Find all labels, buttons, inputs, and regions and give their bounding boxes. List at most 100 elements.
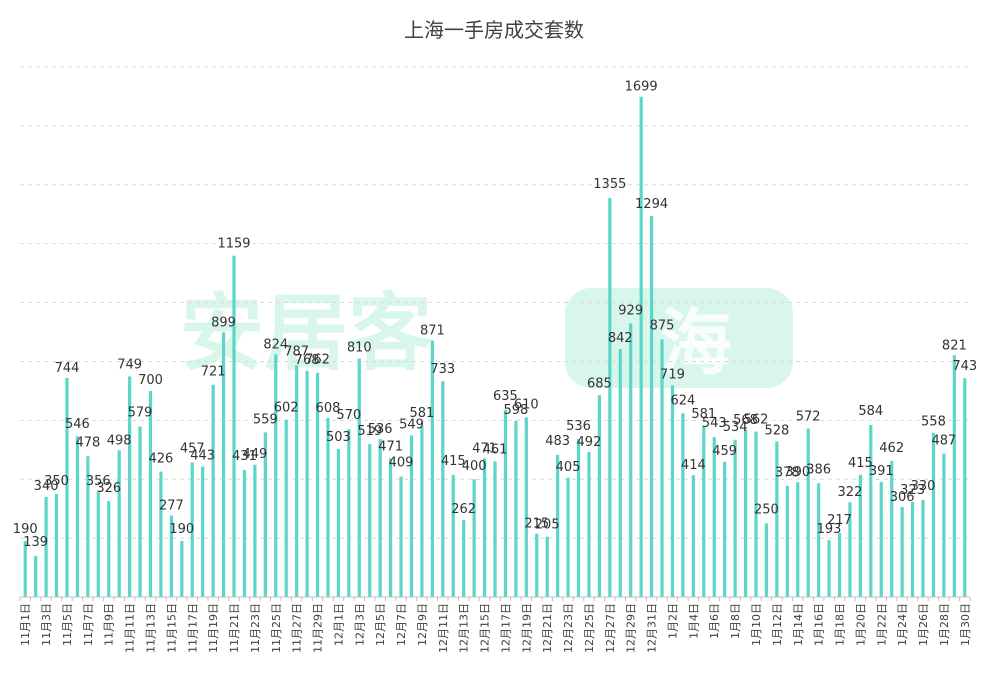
data-label: 400 bbox=[462, 459, 487, 474]
bar bbox=[368, 444, 372, 597]
bar bbox=[159, 471, 163, 597]
bar bbox=[514, 420, 518, 597]
bar bbox=[190, 462, 194, 597]
x-tick-label: 11月5日 bbox=[61, 603, 74, 646]
x-tick-label: 1月8日 bbox=[729, 603, 742, 639]
x-tick-label: 11月23日 bbox=[249, 603, 262, 653]
bar bbox=[848, 502, 852, 597]
bar bbox=[900, 506, 904, 597]
data-label: 277 bbox=[159, 498, 184, 513]
bar bbox=[107, 501, 111, 597]
data-label: 390 bbox=[785, 465, 810, 480]
bar bbox=[44, 496, 48, 597]
data-label: 471 bbox=[472, 441, 497, 456]
bar bbox=[242, 470, 247, 597]
bar bbox=[910, 501, 915, 597]
data-label: 685 bbox=[587, 376, 612, 391]
bar bbox=[389, 458, 393, 597]
data-label: 478 bbox=[75, 435, 100, 450]
data-label: 743 bbox=[952, 359, 977, 374]
data-label: 415 bbox=[848, 456, 873, 471]
data-label: 624 bbox=[670, 393, 695, 408]
data-label: 471 bbox=[378, 439, 403, 454]
x-tick-label: 12月29日 bbox=[625, 603, 638, 653]
x-tick-label: 12月31日 bbox=[646, 603, 659, 653]
bar bbox=[34, 556, 38, 597]
bar bbox=[23, 541, 27, 597]
bar bbox=[128, 376, 132, 597]
data-label: 543 bbox=[702, 416, 727, 431]
x-tick-label: 1月24日 bbox=[896, 603, 909, 646]
bar bbox=[817, 483, 821, 597]
data-label: 323 bbox=[900, 483, 925, 498]
data-labels: 1901393403507445464783563264987495797004… bbox=[13, 80, 977, 550]
bar bbox=[54, 493, 59, 597]
data-label: 549 bbox=[399, 417, 424, 432]
data-label: 610 bbox=[514, 397, 539, 412]
bar bbox=[347, 429, 351, 597]
data-label: 536 bbox=[368, 422, 393, 437]
data-label: 449 bbox=[242, 447, 267, 462]
data-label: 322 bbox=[838, 485, 863, 500]
bar bbox=[253, 464, 257, 597]
data-label: 1699 bbox=[625, 80, 658, 95]
x-tick-label: 12月25日 bbox=[583, 603, 596, 653]
data-label: 378 bbox=[775, 466, 800, 481]
bar bbox=[545, 536, 549, 597]
bar bbox=[503, 410, 508, 597]
data-label: 461 bbox=[483, 442, 508, 457]
watermark-badge bbox=[565, 288, 793, 388]
x-tick-label: 12月27日 bbox=[604, 603, 617, 653]
x-tick-label: 11月27日 bbox=[291, 603, 304, 653]
data-label: 929 bbox=[618, 303, 643, 318]
data-label: 562 bbox=[744, 413, 769, 428]
bar bbox=[608, 198, 612, 597]
bar bbox=[681, 413, 685, 597]
bar bbox=[587, 452, 591, 597]
data-label: 534 bbox=[723, 420, 748, 435]
x-tick-label: 1月20日 bbox=[854, 603, 867, 646]
bar bbox=[315, 372, 320, 597]
data-label: 899 bbox=[211, 315, 236, 330]
bar bbox=[764, 523, 769, 597]
data-label: 356 bbox=[86, 474, 111, 489]
data-label: 558 bbox=[921, 415, 946, 430]
x-tick-label: 12月17日 bbox=[499, 603, 512, 653]
x-tick-label: 12月11日 bbox=[437, 603, 450, 653]
bar bbox=[305, 370, 309, 597]
data-label: 415 bbox=[441, 454, 466, 469]
bar bbox=[462, 519, 466, 597]
bar bbox=[743, 429, 748, 597]
x-axis: 11月1日 11月3日 11月5日 11月7日 11月9日 11月11日 11月13日 11月… bbox=[19, 596, 972, 653]
data-label: 875 bbox=[650, 318, 675, 333]
data-label: 810 bbox=[347, 341, 372, 356]
data-label: 1159 bbox=[217, 237, 250, 252]
data-label: 498 bbox=[107, 433, 132, 448]
bar bbox=[263, 432, 267, 597]
data-label: 391 bbox=[869, 464, 894, 479]
data-label: 608 bbox=[316, 401, 341, 416]
x-tick-label: 11月7日 bbox=[82, 603, 95, 646]
bar bbox=[117, 450, 121, 597]
bar bbox=[660, 339, 664, 597]
bar bbox=[576, 439, 581, 597]
data-label: 719 bbox=[660, 367, 685, 382]
data-label: 340 bbox=[34, 479, 59, 494]
x-tick-label: 1月22日 bbox=[875, 603, 888, 646]
data-label: 426 bbox=[149, 452, 174, 467]
data-label: 350 bbox=[44, 474, 69, 489]
data-label: 326 bbox=[96, 481, 121, 496]
bar bbox=[837, 533, 842, 597]
data-label: 721 bbox=[201, 365, 226, 380]
bar bbox=[274, 354, 278, 597]
bar bbox=[482, 458, 487, 597]
data-label: 487 bbox=[931, 434, 956, 449]
data-label: 762 bbox=[305, 353, 330, 368]
bar bbox=[785, 485, 789, 597]
x-tick-label: 11月3日 bbox=[40, 603, 53, 646]
bar bbox=[75, 436, 80, 597]
bar bbox=[921, 499, 925, 597]
data-label: 262 bbox=[451, 502, 476, 517]
